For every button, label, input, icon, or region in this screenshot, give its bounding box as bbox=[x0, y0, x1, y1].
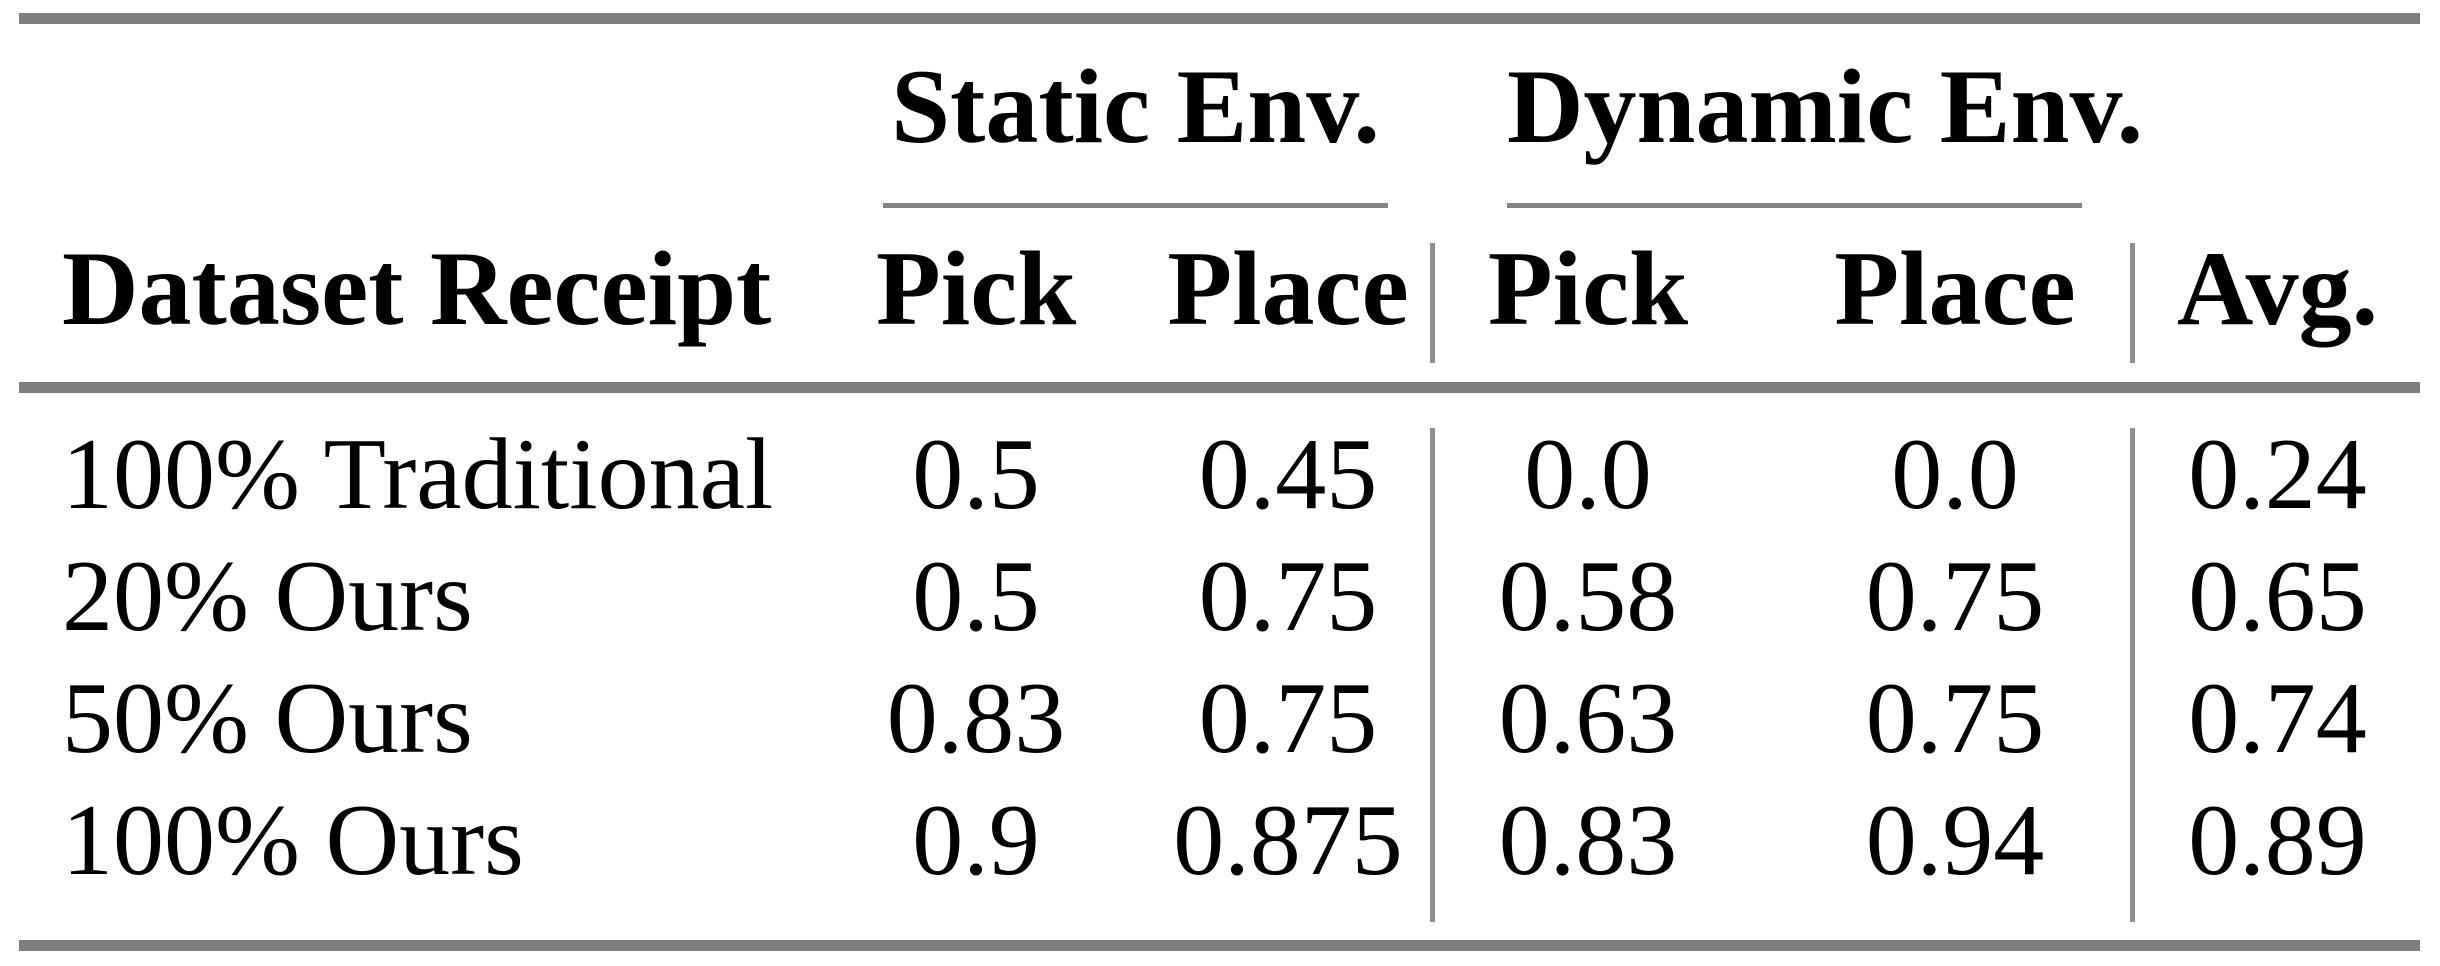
value-cell: 0.0 bbox=[1891, 418, 2019, 531]
vertical-rule-2-header bbox=[2130, 243, 2135, 363]
value-cell: 0.58 bbox=[1498, 540, 1678, 653]
value-cell: 0.63 bbox=[1498, 662, 1678, 775]
group-header-dynamic-env: Dynamic Env. bbox=[1507, 48, 2144, 165]
value-cell: 0.75 bbox=[1198, 662, 1378, 775]
header-static-place: Place bbox=[1167, 230, 1409, 347]
row-label: 20% Ours bbox=[62, 540, 473, 653]
value-cell: 0.45 bbox=[1198, 418, 1378, 531]
value-cell: 0.74 bbox=[2188, 662, 2367, 775]
mid-rule bbox=[19, 382, 2420, 393]
group-header-static-env: Static Env. bbox=[891, 48, 1380, 165]
top-rule bbox=[19, 13, 2420, 24]
static-env-underline bbox=[883, 203, 1388, 208]
row-label: 100% Traditional bbox=[62, 418, 774, 531]
header-dynamic-pick: Pick bbox=[1487, 230, 1689, 347]
value-cell: 0.75 bbox=[1865, 662, 2045, 775]
header-dynamic-place: Place bbox=[1834, 230, 2076, 347]
vertical-rule-1-body bbox=[1430, 428, 1435, 922]
value-cell: 0.83 bbox=[1498, 784, 1678, 897]
value-cell: 0.65 bbox=[2188, 540, 2367, 653]
value-cell: 0.9 bbox=[912, 784, 1040, 897]
value-cell: 0.5 bbox=[912, 418, 1040, 531]
header-dataset-receipt: Dataset Receipt bbox=[62, 230, 772, 347]
value-cell: 0.75 bbox=[1865, 540, 2045, 653]
row-label: 50% Ours bbox=[62, 662, 473, 775]
vertical-rule-2-body bbox=[2130, 428, 2135, 922]
value-cell: 0.5 bbox=[912, 540, 1040, 653]
value-cell: 0.24 bbox=[2188, 418, 2367, 531]
header-static-pick: Pick bbox=[876, 230, 1077, 347]
dynamic-env-underline bbox=[1507, 203, 2082, 208]
bottom-rule bbox=[19, 940, 2420, 951]
row-label: 100% Ours bbox=[62, 784, 524, 897]
value-cell: 0.0 bbox=[1524, 418, 1652, 531]
value-cell: 0.89 bbox=[2188, 784, 2367, 897]
value-cell: 0.875 bbox=[1173, 784, 1403, 897]
vertical-rule-1-header bbox=[1430, 243, 1435, 363]
header-avg: Avg. bbox=[2176, 230, 2379, 347]
value-cell: 0.83 bbox=[886, 662, 1066, 775]
value-cell: 0.94 bbox=[1865, 784, 2045, 897]
value-cell: 0.75 bbox=[1198, 540, 1378, 653]
